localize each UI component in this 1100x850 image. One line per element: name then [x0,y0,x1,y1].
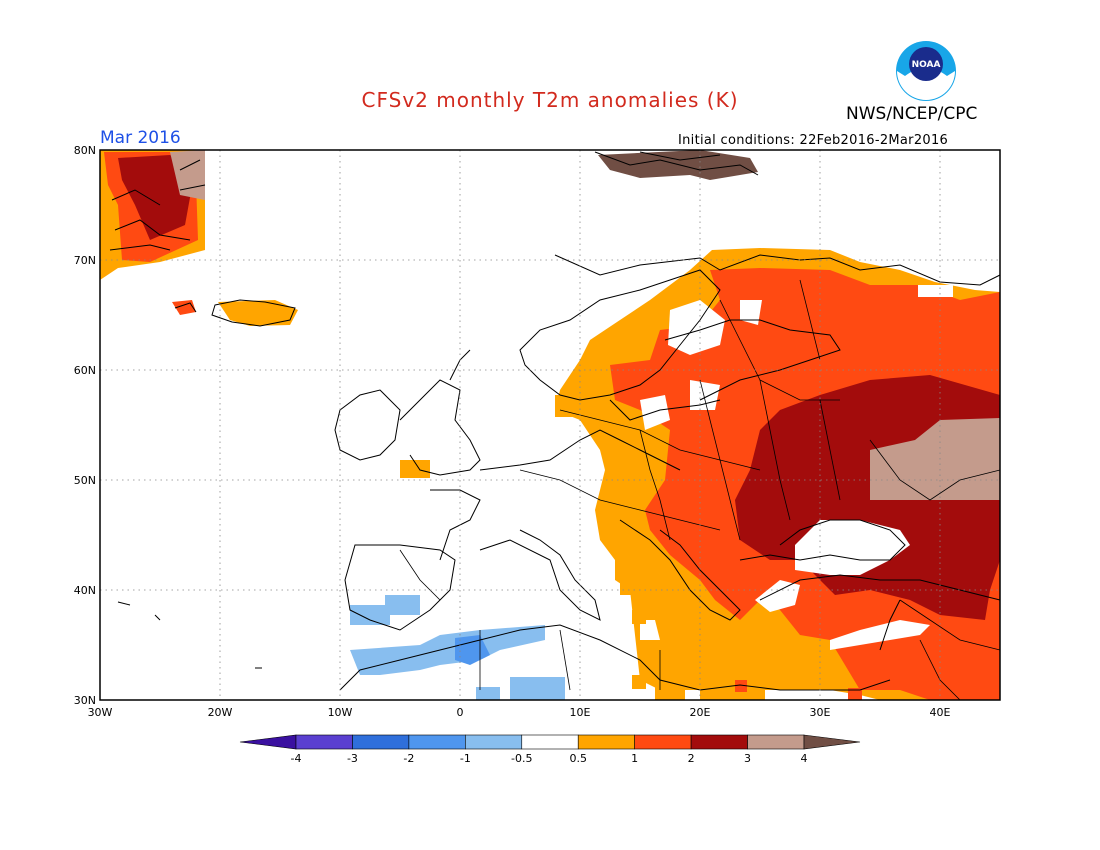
colorbar-label: 2 [688,752,695,765]
lon-label: 10W [328,706,353,719]
colorbar-swatch [352,734,410,750]
lon-label: 30E [810,706,831,719]
lon-label: 0 [457,706,464,719]
colorbar-label: 0.5 [569,752,587,765]
europe-anomaly [400,248,1000,700]
svalbard-anomaly [594,150,759,180]
lon-label: 20W [208,706,233,719]
lat-label: 50N [74,474,96,487]
lon-label: 10E [570,706,591,719]
initial-conditions: Initial conditions: 22Feb2016-2Mar2016 [678,133,949,148]
lon-label: 30W [88,706,113,719]
colorbar-arrow-low [239,734,297,750]
longitude-labels: 30W 20W 10W 0 10E 20E 30E 40E [88,706,951,719]
colorbar-swatch [690,734,748,750]
colorbar-label: 1 [631,752,638,765]
colorbar-swatch [634,734,692,750]
greenland-anomaly [100,150,206,280]
colorbar-label: -2 [403,752,414,765]
cold-anomaly [350,595,565,700]
colorbar-swatch [408,734,466,750]
lat-label: 30N [74,694,96,707]
lat-label: 60N [74,364,96,377]
colorbar-label: -1 [460,752,471,765]
map-title: CFSv2 monthly T2m anomalies (K) [361,88,739,112]
colorbar-label: -3 [347,752,358,765]
colorbar-arrow-high [803,734,861,750]
latitude-labels: 80N 70N 60N 50N 40N 30N [74,144,96,707]
colorbar-swatch [465,734,523,750]
lon-label: 20E [690,706,711,719]
colorbar-label: -4 [291,752,302,765]
iceland-anomaly [172,299,298,327]
colorbar-swatch [295,734,353,750]
lat-label: 80N [74,144,96,157]
agency-label: NWS/NCEP/CPC [846,104,978,124]
colorbar-swatch [577,734,635,750]
svg-text:NOAA: NOAA [912,60,941,70]
lon-label: 40E [930,706,951,719]
colorbar-label: 4 [801,752,808,765]
map-frame [99,149,1001,701]
colorbar-label: -0.5 [511,752,532,765]
colorbar-swatch [521,734,579,750]
colorbar-label: 3 [744,752,751,765]
noaa-logo-icon: NOAA [896,41,956,101]
lat-label: 70N [74,254,96,267]
borders [399,279,1001,701]
grid [100,150,1000,700]
colorbar: -4 -3 -2 -1 -0.5 0.5 1 2 3 4 [239,734,861,765]
lat-label: 40N [74,584,96,597]
forecast-month: Mar 2016 [100,128,181,148]
colorbar-swatch [747,734,805,750]
